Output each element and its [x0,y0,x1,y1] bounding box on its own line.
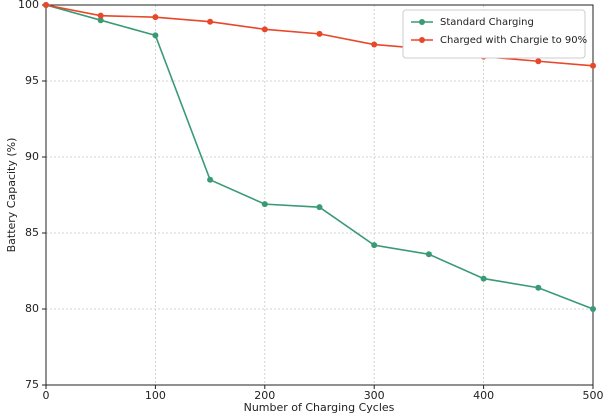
data-point [590,62,596,69]
data-point [371,41,378,48]
plot-frame [45,4,594,386]
data-point [590,306,596,312]
data-point [261,26,268,33]
data-point [152,14,159,21]
data-point [207,176,214,183]
y-tick-label: 90 [25,150,39,163]
data-point [371,242,378,249]
y-tick-label: 75 [25,378,39,391]
x-tick-label: 300 [364,389,385,402]
y-tick-label: 85 [25,226,39,239]
y-tick-label: 95 [25,74,39,87]
y-axis-label: Battery Capacity (%) [5,138,18,253]
legend-label: Standard Charging [440,17,534,28]
data-point [152,32,159,39]
data-point [535,284,542,291]
data-point [207,18,214,25]
data-point [535,58,542,65]
data-point [316,204,323,211]
x-tick-label: 500 [583,389,604,402]
x-tick-label: 0 [43,389,50,402]
data-point [261,201,268,208]
y-tick-label: 100 [18,0,39,11]
legend-marker [419,19,425,25]
data-point [43,2,49,8]
legend-marker [419,37,425,43]
legend-label: Charged with Chargie to 90% [440,35,587,46]
data-point [97,17,104,24]
data-point [425,251,432,258]
x-tick-label: 200 [254,389,275,402]
data-point [97,12,104,19]
x-tick-label: 400 [473,389,494,402]
data-point [480,275,487,282]
y-tick-label: 80 [25,302,39,315]
legend-box [402,9,586,59]
x-axis-label: Number of Charging Cycles [244,401,395,414]
data-point [316,30,323,37]
x-tick-label: 100 [145,389,166,402]
